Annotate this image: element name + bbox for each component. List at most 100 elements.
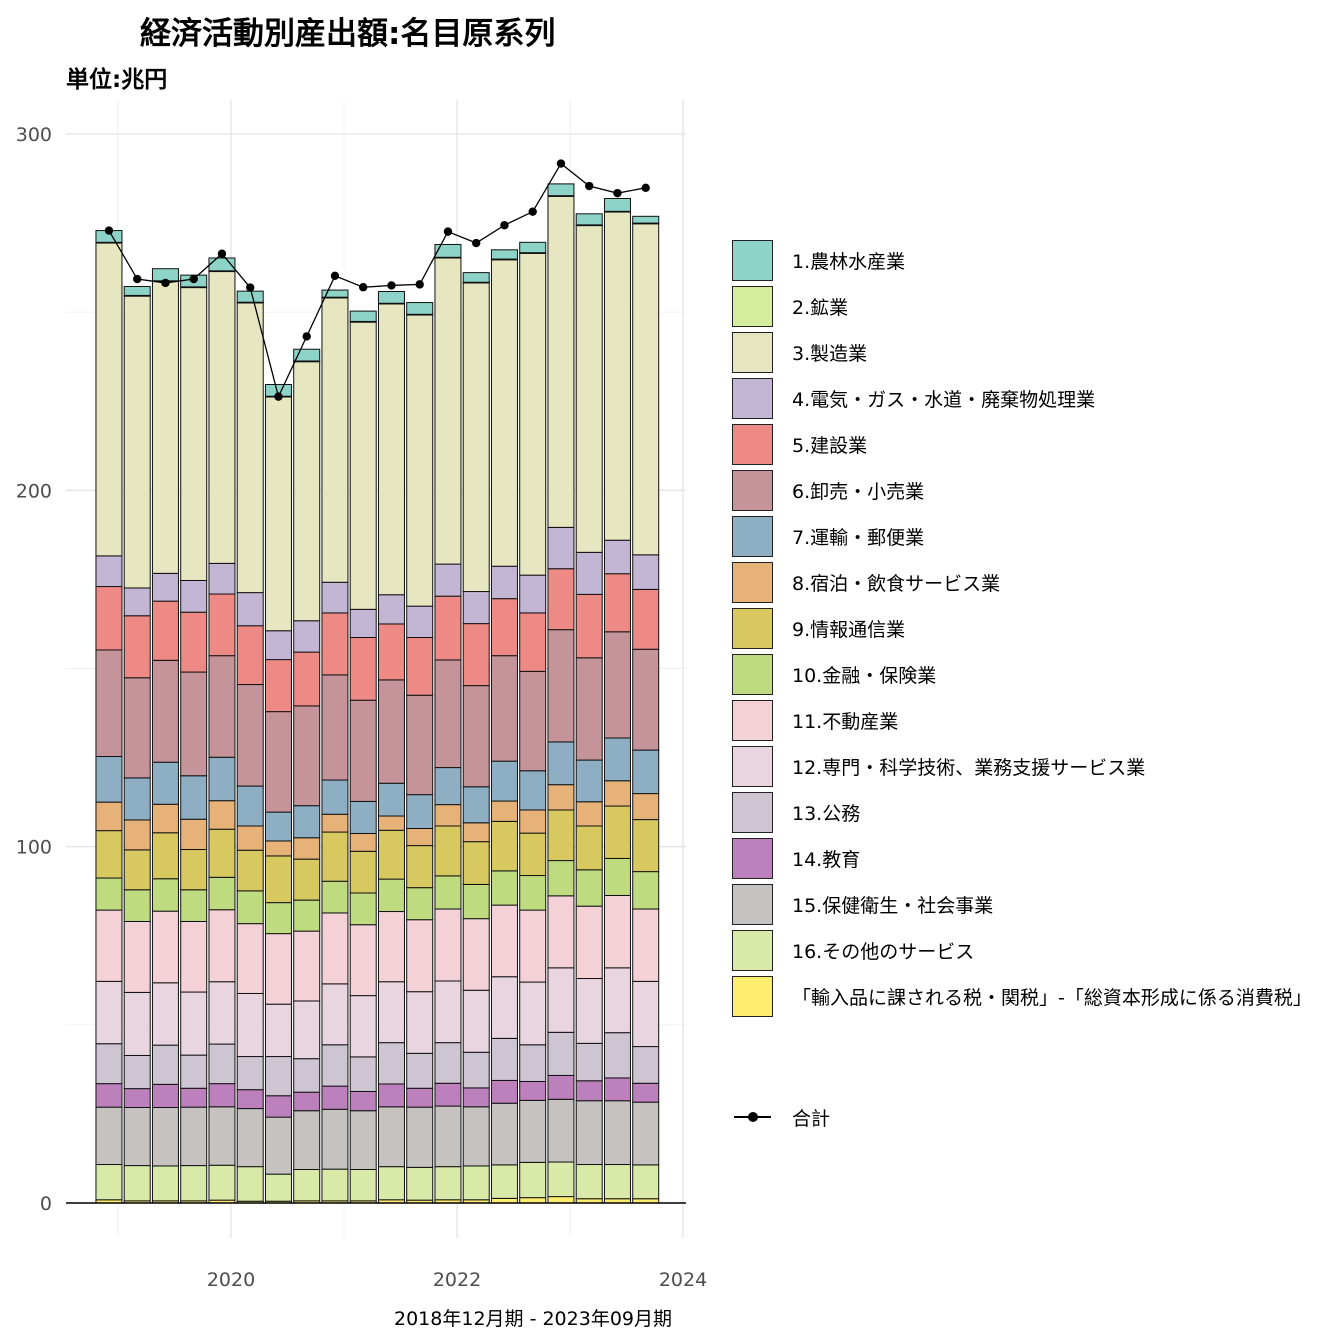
bar-segment bbox=[349, 310, 377, 322]
bar-segment bbox=[95, 649, 123, 758]
bar-segment bbox=[180, 991, 208, 1056]
total-point bbox=[556, 159, 566, 168]
bar-segment bbox=[208, 655, 236, 758]
bar-segment bbox=[264, 630, 292, 661]
bar-segment bbox=[406, 794, 434, 829]
bar-segment bbox=[490, 820, 518, 872]
bar-segment bbox=[236, 592, 264, 627]
bar-segment bbox=[575, 869, 603, 907]
bar-segment bbox=[575, 1164, 603, 1200]
legend: 1.農林水産業 2.鉱業 3.製造業 4.電気・ガス・水道・廃棄物処理業 5.建設業 6.… bbox=[732, 237, 1312, 1019]
bar-segment bbox=[293, 705, 321, 807]
bar-segment bbox=[293, 1169, 321, 1202]
bar-segment bbox=[293, 1000, 321, 1060]
legend-total-label: 合計 bbox=[792, 1107, 831, 1130]
bar-segment bbox=[151, 832, 179, 880]
bar-segment bbox=[547, 809, 575, 862]
bar-segment bbox=[632, 749, 660, 795]
bar-segment bbox=[490, 1037, 518, 1081]
bar-segment bbox=[490, 249, 518, 260]
bar-segment bbox=[575, 759, 603, 803]
bar-segment bbox=[236, 992, 264, 1058]
bar-segment bbox=[490, 976, 518, 1039]
x-axis-title: 2018年12月期 - 2023年09月期 bbox=[394, 1308, 672, 1330]
bar-segment bbox=[519, 909, 547, 983]
bar-segment bbox=[519, 252, 547, 576]
legend-swatch bbox=[732, 469, 773, 511]
legend-label: 3.製造業 bbox=[792, 342, 868, 365]
bar-segment bbox=[406, 636, 434, 696]
bar-segment bbox=[519, 574, 547, 614]
bar-segment bbox=[95, 980, 123, 1045]
bar-segment bbox=[632, 1101, 660, 1166]
bar-segment bbox=[406, 991, 434, 1054]
total-point bbox=[161, 278, 170, 288]
bar-segment bbox=[180, 611, 208, 673]
bar-segment bbox=[603, 1032, 631, 1079]
y-tick-label: 300 bbox=[16, 124, 52, 146]
bar-segment bbox=[462, 282, 490, 593]
bar-segment bbox=[490, 259, 518, 567]
bar-segment bbox=[603, 573, 631, 633]
legend-swatch bbox=[732, 745, 773, 787]
bar-segment bbox=[151, 281, 179, 574]
bar-segment bbox=[208, 1043, 236, 1085]
bar-segment bbox=[151, 1107, 179, 1167]
bar-segment bbox=[321, 289, 349, 298]
bar-segment bbox=[321, 983, 349, 1046]
bar-segment bbox=[321, 831, 349, 882]
bar-segment bbox=[462, 685, 490, 788]
bar-segment bbox=[293, 1091, 321, 1112]
bar-segment bbox=[406, 919, 434, 993]
bar-segment bbox=[123, 819, 151, 851]
bar-segment bbox=[377, 623, 405, 681]
bar-segment bbox=[95, 1106, 123, 1166]
bar-segment bbox=[434, 1166, 462, 1201]
bar-segment bbox=[264, 933, 292, 1005]
bar-segment bbox=[151, 1044, 179, 1085]
legend-label: 15.保健衛生・社会事業 bbox=[792, 894, 994, 917]
bar-segment bbox=[547, 895, 575, 969]
bar-segment bbox=[349, 1056, 377, 1092]
total-point bbox=[387, 281, 396, 290]
x-tick-label: 2020 bbox=[207, 1269, 255, 1291]
bar-segment bbox=[123, 286, 151, 296]
bar-segment bbox=[236, 923, 264, 994]
bar-segment bbox=[95, 830, 123, 879]
bar-segment bbox=[434, 825, 462, 877]
bar-segment bbox=[575, 1080, 603, 1102]
bar-segment bbox=[321, 912, 349, 985]
bar-segment bbox=[180, 818, 208, 851]
bar-segment bbox=[575, 1100, 603, 1166]
bar-segment bbox=[406, 827, 434, 847]
bar-segment bbox=[151, 803, 179, 834]
bar-segment bbox=[547, 195, 575, 528]
bar-segment bbox=[462, 1051, 490, 1089]
bar-segment bbox=[264, 1095, 292, 1118]
legend-item: 16.その他のサービス bbox=[732, 927, 1312, 973]
y-tick-label: 200 bbox=[16, 480, 52, 502]
legend-item: 13.公務 bbox=[732, 789, 1312, 835]
bar-segment bbox=[95, 586, 123, 651]
bar-segment bbox=[519, 1197, 547, 1204]
bar-segment bbox=[406, 302, 434, 315]
bar-segment bbox=[208, 828, 236, 878]
x-tick-label: 2024 bbox=[659, 1269, 707, 1291]
bar-segment bbox=[575, 225, 603, 553]
bar-segment bbox=[95, 1083, 123, 1108]
bar-segment bbox=[377, 911, 405, 983]
bar-segment bbox=[377, 290, 405, 304]
total-point bbox=[246, 283, 255, 292]
bar-segment bbox=[264, 811, 292, 842]
legend-item: 8.宿泊・飲食サービス業 bbox=[732, 559, 1312, 605]
bar-segment bbox=[632, 648, 660, 751]
bar-segment bbox=[180, 1087, 208, 1108]
legend-label: 10.金融・保険業 bbox=[792, 664, 937, 687]
bar-segment bbox=[236, 785, 264, 827]
bar-segment bbox=[406, 314, 434, 607]
bar-segment bbox=[95, 242, 123, 557]
chart-subtitle: 単位:兆円 bbox=[66, 67, 168, 93]
bar-segment bbox=[490, 1079, 518, 1104]
bar-segment bbox=[264, 902, 292, 935]
bar-segment bbox=[603, 211, 631, 541]
